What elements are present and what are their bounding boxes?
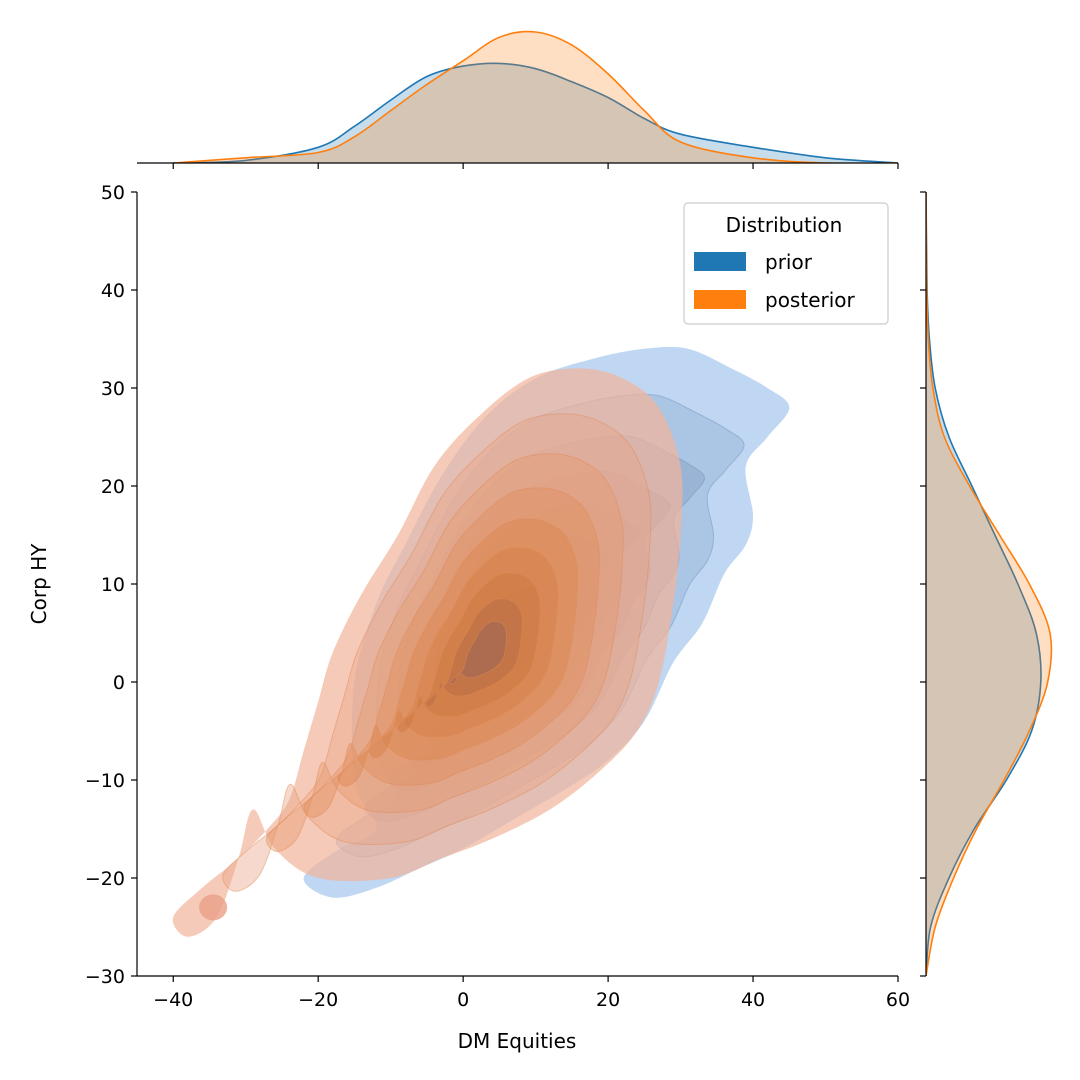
y-marginal-line-prior	[926, 192, 1042, 976]
kde-level-posterior-9	[450, 620, 508, 685]
kde-level-posterior-7	[396, 572, 541, 733]
legend-label-prior: prior	[765, 250, 813, 274]
x-tick-label: −40	[153, 989, 193, 1011]
kde-tail-mode-posterior	[199, 894, 228, 921]
legend-swatch-posterior	[694, 290, 746, 309]
y-tick-label: 10	[101, 574, 125, 596]
y-tick-label: 50	[101, 182, 125, 204]
x-tick-label: 0	[457, 989, 469, 1011]
y-marginal-line-posterior	[926, 192, 1053, 976]
axes	[131, 162, 927, 982]
x-tick-label: 20	[596, 989, 620, 1011]
y-marginal-panel	[926, 192, 1053, 976]
x-tick-label: 40	[741, 989, 765, 1011]
kde-level-posterior-3	[265, 453, 624, 853]
kde-level-posterior-1	[172, 368, 683, 937]
y-tick-label: −10	[85, 770, 125, 792]
kde-contours-posterior	[172, 368, 683, 937]
y-marginal-fill-posterior	[926, 192, 1052, 976]
x-marginal-line-prior	[173, 62, 898, 163]
y-tick-label: 40	[101, 280, 125, 302]
kde-level-posterior-8	[425, 598, 523, 708]
kde-level-posterior-2	[222, 413, 652, 892]
y-tick-label: 0	[113, 672, 125, 694]
x-marginal-fill-prior	[173, 63, 898, 163]
legend-label-posterior: posterior	[765, 288, 856, 312]
y-tick-label: 20	[101, 476, 125, 498]
legend-swatch-prior	[694, 252, 746, 271]
y-tick-label: −20	[85, 868, 125, 890]
y-tick-label: −30	[85, 966, 125, 988]
y-tick-labels: −30 −20 −10 0 10 20 30 40 50	[85, 182, 125, 988]
y-axis-title: Corp HY	[27, 543, 51, 625]
y-tick-label: 30	[101, 378, 125, 400]
x-axis-title: DM Equities	[458, 1029, 577, 1053]
x-marginal-line-posterior	[173, 30, 898, 163]
kde-level-posterior-6	[368, 546, 559, 759]
x-marginal-panel	[173, 30, 898, 163]
y-marginal-fill-prior	[926, 192, 1042, 976]
legend: Distribution prior posterior	[683, 202, 889, 325]
x-tick-label: −20	[298, 989, 338, 1011]
x-tick-labels: −40 −20 0 20 40 60	[153, 989, 910, 1011]
x-tick-label: 60	[886, 989, 910, 1011]
bivariate-kde-panel	[172, 346, 790, 937]
kde-level-posterior-5	[337, 518, 579, 787]
x-marginal-fill-posterior	[173, 31, 898, 163]
legend-title: Distribution	[726, 213, 843, 237]
kde-level-posterior-4	[303, 487, 601, 818]
